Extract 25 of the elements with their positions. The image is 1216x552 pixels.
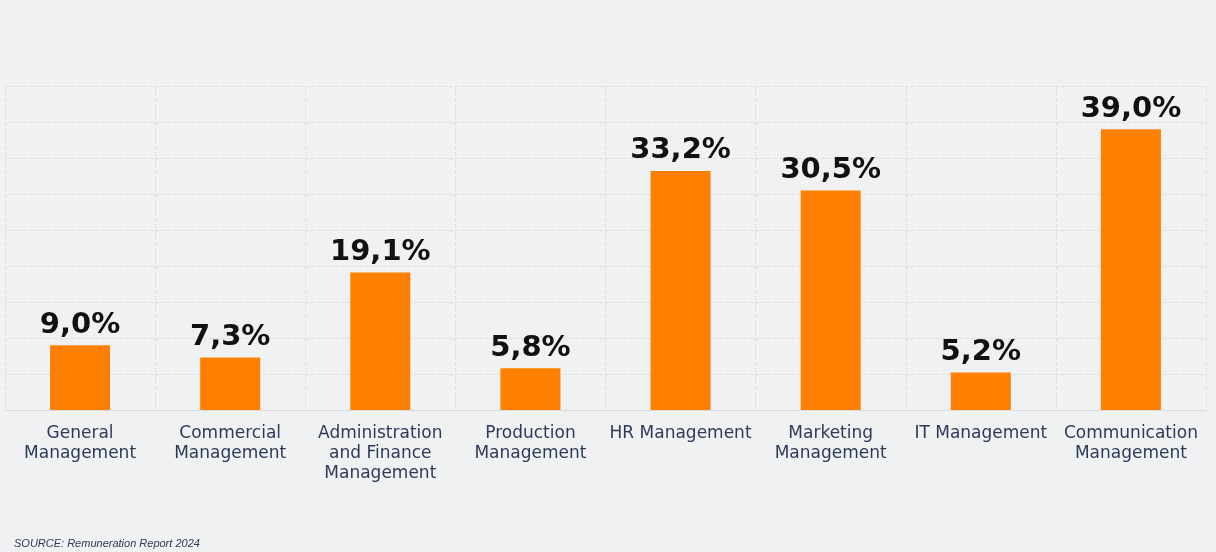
x-tick-label: IT Management	[914, 422, 1048, 442]
bar	[500, 368, 561, 410]
x-tick-label: Administration and Finance Management	[318, 422, 443, 482]
x-tick-label: Marketing Management	[774, 422, 888, 462]
bar	[200, 357, 261, 410]
x-tick-label: Communication Management	[1063, 422, 1198, 462]
bar	[350, 272, 411, 410]
bar	[950, 372, 1011, 410]
bar	[800, 190, 861, 410]
x-tick-label: Commercial Management	[174, 422, 287, 462]
data-label: 5,8%	[490, 328, 571, 363]
data-label: 19,1%	[330, 232, 431, 267]
data-label: 5,2%	[940, 333, 1022, 368]
bar	[50, 345, 111, 410]
bar	[1100, 129, 1161, 410]
data-label: 9,0%	[39, 305, 121, 340]
bar	[650, 170, 711, 410]
x-tick-label: HR Management	[609, 422, 752, 442]
data-label: 39,0%	[1080, 89, 1182, 124]
data-label: 7,3%	[189, 317, 271, 352]
data-label: 30,5%	[780, 150, 881, 185]
x-tick-label: Production Management	[474, 422, 587, 462]
x-tick-label: General Management	[24, 422, 137, 462]
source-note: SOURCE: Remuneration Report 2024	[14, 536, 200, 549]
data-label: 33,2%	[630, 131, 731, 166]
